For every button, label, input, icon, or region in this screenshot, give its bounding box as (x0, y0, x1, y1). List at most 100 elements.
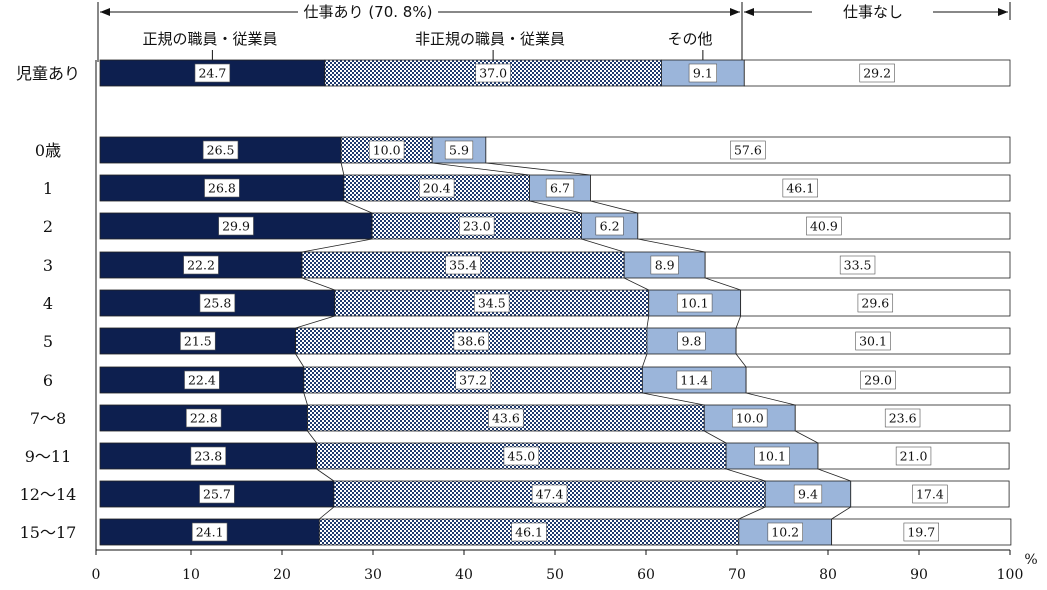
connector-b2-c9 (725, 468, 766, 482)
value-label-s0-c4: 22.2 (187, 258, 215, 273)
value-label-box-s0-c8 (186, 408, 222, 428)
value-label-box-s1-c11 (511, 522, 547, 542)
value-label-s2-c2: 6.7 (550, 181, 570, 196)
value-label-s0-c6: 21.5 (184, 334, 212, 349)
category-label-9: 9～11 (25, 447, 72, 466)
work-arrow-right-head (730, 8, 740, 16)
value-label-s2-c0: 9.1 (693, 66, 713, 81)
value-label-s3-c8: 23.6 (889, 411, 917, 426)
category-label-5: 4 (43, 294, 53, 313)
value-label-box-s0-c1 (202, 140, 239, 160)
connector-b3-c4 (705, 277, 741, 291)
value-label-box-s2-c3 (595, 216, 624, 236)
value-label-box-s2-c8 (732, 408, 768, 428)
value-label-box-s3-c9 (895, 446, 932, 466)
value-label-s3-c11: 19.7 (907, 525, 935, 540)
x-tick-label-1: 10 (182, 567, 200, 583)
connector-b2-c8 (704, 430, 727, 444)
value-label-box-s3-c2 (782, 178, 818, 198)
value-label-box-s0-c4 (183, 255, 219, 275)
value-label-box-s2-c5 (676, 293, 713, 313)
x-axis-unit: % (1024, 552, 1037, 568)
value-label-box-s1-c3 (459, 216, 495, 236)
value-label-box-s1-c1 (368, 140, 405, 160)
connector-b1-c4 (301, 277, 335, 291)
value-label-s2-c8: 10.0 (736, 411, 764, 426)
value-labels: 24.7 37.0 9.1 29.2 26.5 10.0 5.9 57.6 26.8 20.4 6.… (180, 63, 948, 542)
value-label-s2-c6: 9.8 (682, 334, 702, 349)
connector-b3-c9 (817, 468, 851, 482)
value-label-s1-c1: 10.0 (373, 143, 401, 158)
category-label-1: 0歳 (35, 141, 61, 160)
value-label-box-s0-c0 (194, 63, 231, 83)
connector-b2-c7 (642, 392, 705, 406)
connector-b1-c6 (295, 353, 305, 368)
value-label-s3-c10: 17.4 (916, 487, 944, 502)
x-tick-label-6: 60 (637, 567, 655, 583)
value-label-s3-c0: 29.2 (863, 66, 891, 81)
connector-b2-c3 (581, 238, 625, 253)
value-label-box-s1-c8 (488, 408, 524, 428)
value-label-box-s1-c4 (445, 255, 481, 275)
value-label-box-s1-c7 (455, 370, 491, 390)
x-tick-label-3: 30 (364, 567, 382, 583)
value-label-box-s2-c9 (754, 446, 790, 466)
connector-b3-c3 (637, 238, 706, 253)
value-label-box-s3-c11 (903, 522, 939, 542)
value-label-box-s3-c0 (859, 63, 895, 83)
value-label-s1-c6: 38.6 (457, 334, 485, 349)
value-label-box-s0-c6 (180, 331, 216, 351)
category-label-10: 12～14 (20, 485, 77, 504)
value-label-box-s0-c7 (184, 370, 220, 390)
category-label-0: 児童あり (16, 64, 80, 83)
value-label-s2-c10: 9.4 (798, 487, 818, 502)
value-label-s3-c1: 57.6 (734, 143, 762, 158)
value-label-box-s3-c8 (884, 408, 921, 428)
value-label-box-s3-c1 (730, 140, 766, 160)
nowork-arrow-right-head (998, 8, 1008, 16)
value-label-box-s3-c7 (860, 370, 896, 390)
value-label-box-s2-c7 (676, 370, 712, 390)
value-label-s1-c10: 47.4 (536, 487, 564, 502)
connector-b1-c8 (307, 430, 317, 444)
value-label-s3-c3: 40.9 (810, 219, 838, 234)
connector-b1-c7 (303, 392, 308, 406)
value-label-box-s2-c0 (688, 63, 717, 83)
value-label-s1-c5: 34.5 (478, 296, 506, 311)
value-label-s3-c5: 29.6 (861, 296, 889, 311)
connector-b1-c10 (319, 506, 335, 520)
x-tick-label-9: 90 (910, 567, 928, 583)
stack-connectors (295, 162, 851, 520)
series-label-1: 非正規の職員・従業員 (415, 30, 565, 48)
value-label-s1-c9: 45.0 (507, 449, 535, 464)
category-label-3: 2 (43, 217, 53, 236)
x-tick-label-10: 100 (997, 567, 1024, 583)
category-labels: 児童あり 0歳 1 2 3 4 5 6 7～8 9～11 12～14 15～17 (16, 64, 80, 542)
value-label-s0-c2: 26.8 (208, 181, 236, 196)
connector-b1-c3 (301, 238, 373, 253)
value-label-s1-c8: 43.6 (492, 411, 520, 426)
value-label-s2-c1: 5.9 (449, 143, 469, 158)
value-label-box-s2-c11 (767, 522, 803, 542)
category-label-2: 1 (43, 179, 53, 198)
value-label-s3-c2: 46.1 (786, 181, 814, 196)
nowork-arrow-left-head (744, 8, 754, 16)
value-label-box-s3-c10 (912, 484, 948, 504)
category-label-7: 6 (43, 371, 53, 390)
group-header: 仕事あり (70. 8%) 仕事なし (97, 2, 1011, 62)
value-label-s1-c4: 35.4 (449, 258, 477, 273)
value-label-s3-c6: 30.1 (859, 334, 887, 349)
connector-b3-c10 (831, 506, 851, 520)
x-tick-label-4: 40 (455, 567, 473, 583)
connector-b1-c2 (343, 200, 373, 214)
connector-b3-c6 (735, 353, 747, 368)
value-label-box-s1-c10 (531, 484, 568, 504)
value-label-s0-c10: 25.7 (203, 487, 231, 502)
value-label-s3-c9: 21.0 (900, 449, 928, 464)
x-tick-label-0: 0 (92, 567, 101, 583)
value-label-s1-c7: 37.2 (459, 373, 487, 388)
value-label-s0-c3: 29.9 (222, 219, 250, 234)
value-label-s1-c11: 46.1 (515, 525, 543, 540)
value-label-box-s0-c10 (199, 484, 235, 504)
